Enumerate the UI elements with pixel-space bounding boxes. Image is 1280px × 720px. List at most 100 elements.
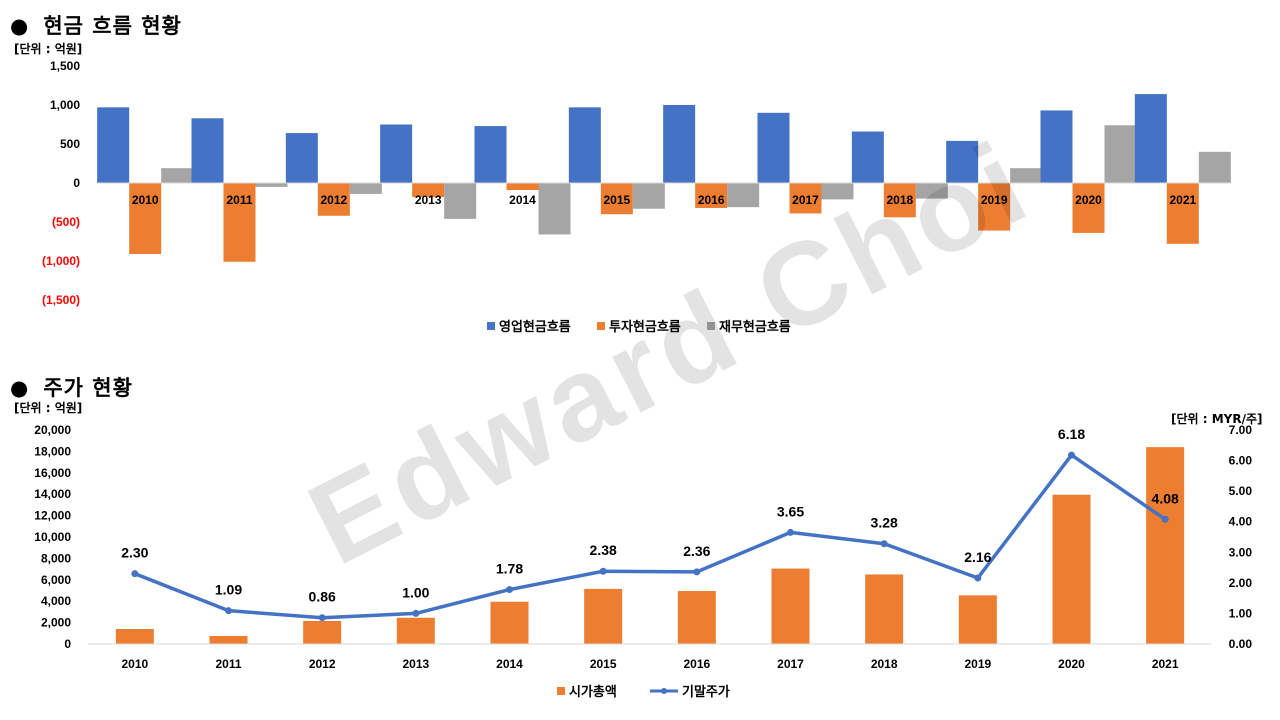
x-tick-label: 2011 [215,657,241,671]
x-tick-label: 2019 [964,657,991,671]
financing-cashflow-bar [1010,168,1043,183]
investing-cashflow-bar [883,183,916,218]
investing-cashflow-bar [129,183,162,254]
price-point [880,540,888,548]
price-point [412,609,420,617]
y-tick-label: 500 [60,137,80,151]
y-tick-label: 1,000 [50,98,80,112]
y-left-tick-label: 14,000 [34,487,71,501]
investing-cashflow-bar [978,183,1011,231]
price-point [787,528,794,536]
market-cap-bar [771,568,810,644]
legend-marker [661,688,667,694]
investing-cashflow-bar [600,183,633,215]
price-data-label: 3.65 [777,503,804,519]
price-point [131,570,139,578]
operating-cashflow-bar [97,107,130,183]
x-tick-label: 2011 [226,193,252,207]
x-tick-label: 2019 [981,193,1008,207]
x-tick-label: 2014 [496,657,523,671]
operating-cashflow-bar [663,105,696,183]
y-tick-label: (1,500) [42,293,80,307]
legend-label: 시가총액 [569,684,617,700]
y-right-tick-label: 6.00 [1229,454,1253,468]
x-tick-label: 2021 [1152,657,1179,671]
investing-cashflow-bar [412,183,445,198]
y-left-tick-label: 6,000 [41,573,71,587]
price-point [693,568,701,576]
stock-title-text: 주가 현황 [43,376,133,400]
price-data-label: 2.30 [121,545,148,561]
operating-cashflow-bar [191,118,224,183]
x-tick-label: 2015 [590,657,617,671]
legend-swatch [557,687,565,695]
market-cap-bar [1052,494,1091,644]
operating-cashflow-bar [568,107,601,183]
legend-label: 재무현금흐름 [719,319,791,335]
price-point [318,614,326,622]
legend-swatch [707,322,715,330]
cashflow-title-text: 현금 흐름 현황 [43,14,182,38]
y-right-tick-label: 1.00 [1229,606,1253,620]
legend-label: 기말주가 [682,685,730,700]
x-tick-label: 2018 [871,657,898,671]
financing-cashflow-bar [632,183,665,209]
y-right-tick-label: 4.00 [1229,515,1253,529]
stock-unit-left-label: [단위 : 억원] [14,401,83,415]
y-left-tick-label: 4,000 [41,594,71,608]
market-cap-bar [303,620,342,644]
financing-cashflow-bar [255,183,288,187]
price-point [225,607,232,615]
y-left-tick-label: 10,000 [34,530,71,544]
cashflow-chart: (1,500) (1,000) (500) 0 500 1,000 1,500 2010 201… [42,59,1231,335]
cashflow-unit-label: [단위 : 억원] [14,42,83,56]
legend-label: 영업현금흐름 [499,319,571,335]
x-tick-label: 2021 [1169,193,1196,207]
legend-swatch [487,322,495,330]
operating-cashflow-bar [946,140,979,183]
price-data-label: 4.08 [1152,490,1179,506]
financing-cashflow-bar [727,183,760,208]
financing-cashflow-bar [915,183,948,199]
y-left-tick-label: 18,000 [34,444,71,458]
price-data-label: 1.09 [215,582,242,598]
y-tick-label: 0 [73,176,80,190]
market-cap-bar [1146,447,1185,644]
price-data-label: 2.38 [590,542,617,558]
operating-cashflow-bar [1040,110,1073,183]
legend-swatch [597,322,605,330]
operating-cashflow-bar [285,133,318,183]
market-cap-bar [115,629,154,644]
operating-cashflow-bar [1134,94,1167,183]
y-left-tick-label: 12,000 [34,509,71,523]
price-data-label: 2.16 [964,549,991,565]
y-right-tick-label: 0.00 [1229,637,1253,651]
y-right-tick-label: 3.00 [1229,545,1253,559]
x-tick-label: 2017 [792,193,819,207]
x-tick-label: 2020 [1075,193,1102,207]
operating-cashflow-bar [851,131,884,183]
investing-cashflow-bar [223,183,256,262]
investing-cashflow-bar [506,183,539,191]
y-right-tick-label: 5.00 [1229,484,1253,498]
x-tick-label: 2020 [1058,657,1085,671]
y-left-tick-label: 2,000 [41,616,71,630]
market-cap-bar [958,595,997,644]
bullet-icon: ● [10,14,30,38]
financing-cashflow-bar [444,183,477,219]
x-tick-label: 2016 [683,657,710,671]
market-cap-bar [865,574,904,644]
price-point [1068,451,1075,459]
x-tick-label: 2013 [415,193,442,207]
y-tick-label: (500) [52,215,80,229]
x-tick-label: 2012 [320,193,347,207]
market-cap-bar [584,588,623,644]
x-tick-label: 2010 [121,657,148,671]
x-tick-label: 2018 [886,193,913,207]
x-tick-label: 2016 [698,193,725,207]
price-data-label: 1.78 [496,561,523,577]
financing-cashflow-bar [538,183,571,235]
x-tick-label: 2013 [402,657,429,671]
price-line [134,453,1167,620]
x-tick-label: 2012 [309,657,336,671]
